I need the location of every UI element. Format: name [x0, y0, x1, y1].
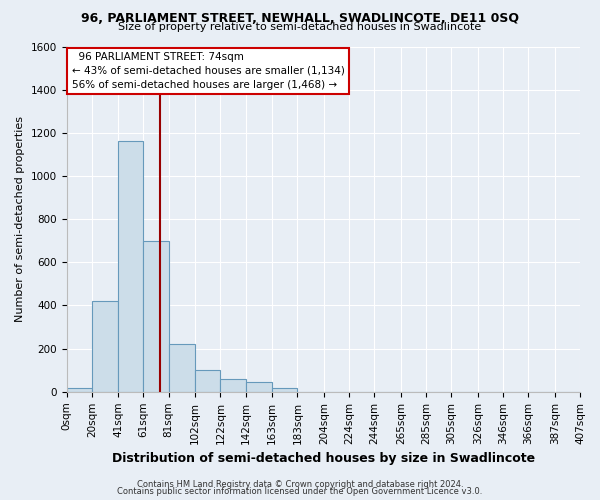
- Bar: [92, 301, 118, 392]
- Bar: [118, 142, 143, 392]
- Bar: [169, 344, 195, 392]
- Bar: [220, 379, 245, 392]
- Text: Contains public sector information licensed under the Open Government Licence v3: Contains public sector information licen…: [118, 488, 482, 496]
- Y-axis label: Number of semi-detached properties: Number of semi-detached properties: [15, 116, 25, 322]
- Text: 96 PARLIAMENT STREET: 74sqm
← 43% of semi-detached houses are smaller (1,134)
56: 96 PARLIAMENT STREET: 74sqm ← 43% of sem…: [71, 52, 344, 90]
- Bar: [195, 370, 220, 392]
- X-axis label: Distribution of semi-detached houses by size in Swadlincote: Distribution of semi-detached houses by …: [112, 452, 535, 465]
- Text: 96, PARLIAMENT STREET, NEWHALL, SWADLINCOTE, DE11 0SQ: 96, PARLIAMENT STREET, NEWHALL, SWADLINC…: [81, 12, 519, 26]
- Bar: [143, 240, 169, 392]
- Text: Contains HM Land Registry data © Crown copyright and database right 2024.: Contains HM Land Registry data © Crown c…: [137, 480, 463, 489]
- Bar: [245, 382, 272, 392]
- Text: Size of property relative to semi-detached houses in Swadlincote: Size of property relative to semi-detach…: [118, 22, 482, 32]
- Bar: [67, 388, 92, 392]
- Bar: [272, 388, 298, 392]
